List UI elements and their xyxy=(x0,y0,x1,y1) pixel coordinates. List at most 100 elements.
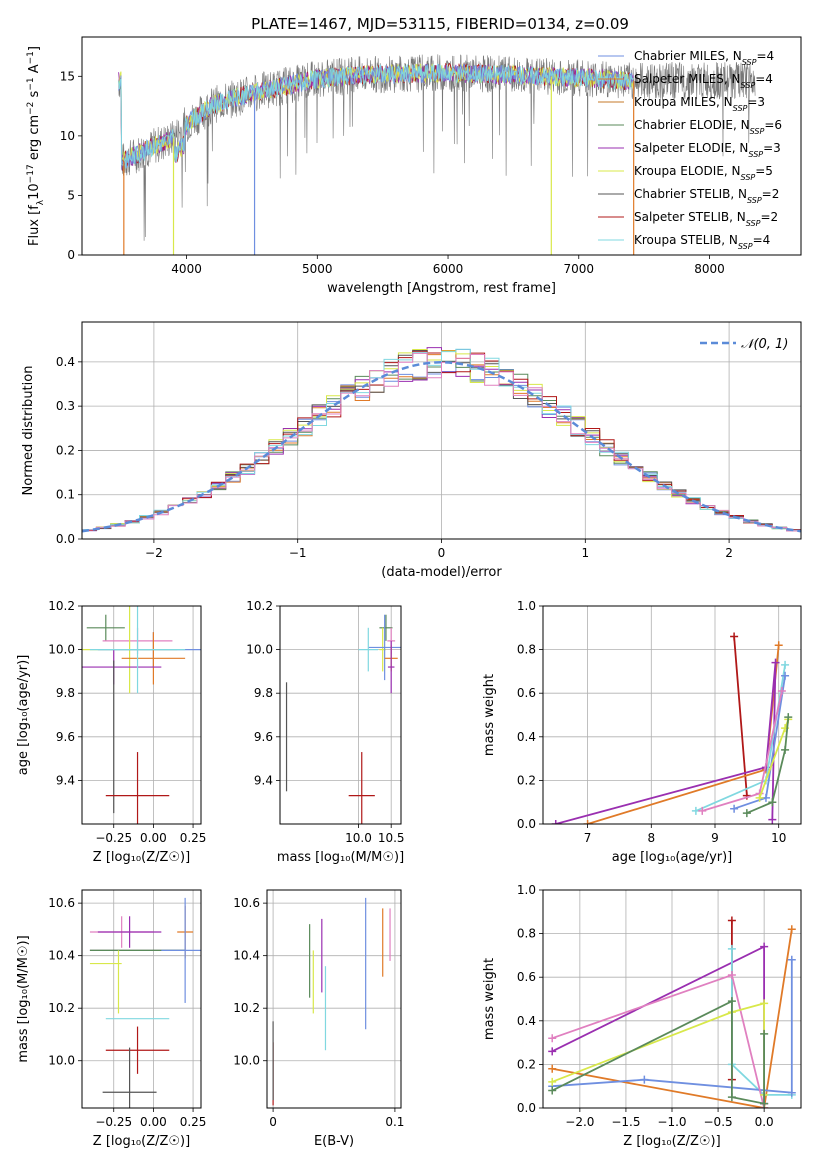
spectrum-title: PLATE=1467, MJD=53115, FIBERID=0134, z=0… xyxy=(251,15,629,33)
grid xyxy=(82,605,201,824)
axes-frame xyxy=(81,321,802,540)
x-tick-label: 0.25 xyxy=(180,1115,207,1129)
y-tick-label: 0.2 xyxy=(517,773,536,787)
x-tick-label: −1.5 xyxy=(611,1115,640,1129)
plot-area xyxy=(89,897,201,1108)
grid xyxy=(267,890,401,1108)
series-marker xyxy=(774,641,783,650)
x-axis-label: Z [log₁₀(Z/Z☉)] xyxy=(623,1134,720,1149)
series-marker xyxy=(730,632,739,641)
y-tick-label: 10.4 xyxy=(233,949,260,963)
series-marker xyxy=(787,1088,796,1097)
y-tick-label: 9.6 xyxy=(254,730,273,744)
y-tick-label: 10.0 xyxy=(246,643,273,657)
series-marker xyxy=(548,1034,557,1043)
y-axis-label: Normed distribution xyxy=(21,366,36,496)
y-tick-label: 0.3 xyxy=(56,399,75,413)
series-marker xyxy=(760,942,769,951)
series-marker xyxy=(781,745,790,754)
series-marker xyxy=(781,660,790,669)
y-tick-label: 0 xyxy=(67,248,75,262)
x-tick-label: 7000 xyxy=(563,262,594,276)
y-axis-label: age [log₁₀(age/yr)] xyxy=(16,655,31,776)
plot-area xyxy=(82,347,801,533)
series-marker xyxy=(548,1047,557,1056)
series-marker xyxy=(583,820,592,824)
grid xyxy=(82,890,201,1108)
x-tick-label: 0.0 xyxy=(755,1115,774,1129)
chart-mass_vs_ebv: 0 0.1 10.0 10.2 10.4 10.6 E(B-V) xyxy=(233,889,404,1149)
x-axis-label: Z [log₁₀(Z/Z☉)] xyxy=(93,1134,190,1149)
x-tick-label: 8 xyxy=(647,831,655,845)
series-marker xyxy=(727,1093,736,1102)
legend-label: Kroupa MILES, NSSP=3 xyxy=(634,95,765,113)
series-line xyxy=(552,959,793,1094)
x-axis-label: Z [log₁₀(Z/Z☉)] xyxy=(93,850,190,865)
series-marker xyxy=(784,713,793,722)
y-tick-label: 10.4 xyxy=(48,949,75,963)
series-marker xyxy=(730,804,739,813)
series-line xyxy=(746,717,790,814)
y-tick-label: 10.0 xyxy=(233,1054,260,1068)
x-tick-label: 4000 xyxy=(171,262,202,276)
series-marker xyxy=(760,1029,769,1038)
series-marker xyxy=(768,798,777,807)
x-tick-label: 0 xyxy=(438,546,446,560)
series-marker xyxy=(755,793,764,802)
x-tick-label: 10 xyxy=(771,831,786,845)
plot-area xyxy=(82,606,201,824)
y-tick-label: 10.0 xyxy=(48,1054,75,1068)
series-line xyxy=(555,662,777,824)
series-marker xyxy=(787,955,796,964)
ticks: 10.0 10.5 9.4 9.6 9.8 10.0 10.2 xyxy=(246,599,404,845)
ticks: 0 0.1 10.0 10.2 10.4 10.6 xyxy=(233,896,404,1129)
series-marker xyxy=(640,1075,649,1084)
ticks: −0.25 0.00 0.25 10.0 10.2 10.4 10.6 xyxy=(48,896,206,1129)
y-tick-label: 9.4 xyxy=(254,773,273,787)
axes-frame xyxy=(81,36,802,256)
x-tick-label: 2 xyxy=(725,546,733,560)
y-tick-label: 0.8 xyxy=(517,927,536,941)
y-tick-label: 0.6 xyxy=(517,970,536,984)
series-marker xyxy=(727,971,736,980)
x-tick-label: −0.25 xyxy=(95,1115,132,1129)
y-tick-label: 10 xyxy=(60,129,75,143)
y-tick-label: 10.6 xyxy=(48,896,75,910)
x-tick-label: −0.25 xyxy=(95,831,132,845)
axes-frame xyxy=(279,605,402,825)
legend-label: 𝒩(0, 1) xyxy=(741,337,788,352)
legend-label: Salpeter ELODIE, NSSP=3 xyxy=(634,141,781,159)
y-axis-label: mass weight xyxy=(482,958,497,1040)
legend-label: Salpeter STELIB, NSSP=2 xyxy=(634,210,778,228)
ticks: −0.25 0.00 0.25 9.4 9.6 9.8 10.0 10.2 xyxy=(48,599,206,845)
y-tick-label: 0.0 xyxy=(517,817,536,831)
legend-label: Chabrier ELODIE, NSSP=6 xyxy=(634,118,782,136)
chart-age_vs_Z: −0.25 0.00 0.25 9.4 9.6 9.8 10.0 10.2 Z [log₁₀(Z… xyxy=(16,599,206,865)
x-axis-label: wavelength [Angstrom, rest frame] xyxy=(327,281,556,296)
y-tick-label: 0.8 xyxy=(517,643,536,657)
x-tick-label: −2.0 xyxy=(565,1115,594,1129)
series-marker xyxy=(787,925,796,934)
plot-area xyxy=(272,897,391,1106)
legend-label: Kroupa ELODIE, NSSP=5 xyxy=(634,164,773,182)
axes-frame xyxy=(542,605,802,825)
series-line xyxy=(731,948,792,1096)
x-tick-label: −1 xyxy=(289,546,307,560)
y-tick-label: 10.2 xyxy=(48,1001,75,1015)
y-tick-label: 0.4 xyxy=(517,730,536,744)
y-tick-label: 9.4 xyxy=(56,773,75,787)
y-tick-label: 1.0 xyxy=(517,599,536,613)
legend-label: Kroupa STELIB, NSSP=4 xyxy=(634,233,770,251)
y-axis-label: mass weight xyxy=(482,674,497,756)
y-tick-label: 0.2 xyxy=(56,443,75,457)
x-tick-label: 0.1 xyxy=(385,1115,404,1129)
series-marker xyxy=(548,1086,557,1095)
series-marker xyxy=(548,1077,557,1086)
x-tick-label: 7 xyxy=(584,831,592,845)
series-marker xyxy=(727,997,736,1006)
series-marker xyxy=(777,687,786,696)
series-marker xyxy=(551,820,560,824)
chart-mass_vs_Z: −0.25 0.00 0.25 10.0 10.2 10.4 10.6 Z [log₁₀(Z/… xyxy=(16,889,206,1149)
y-tick-label: 9.8 xyxy=(56,686,75,700)
